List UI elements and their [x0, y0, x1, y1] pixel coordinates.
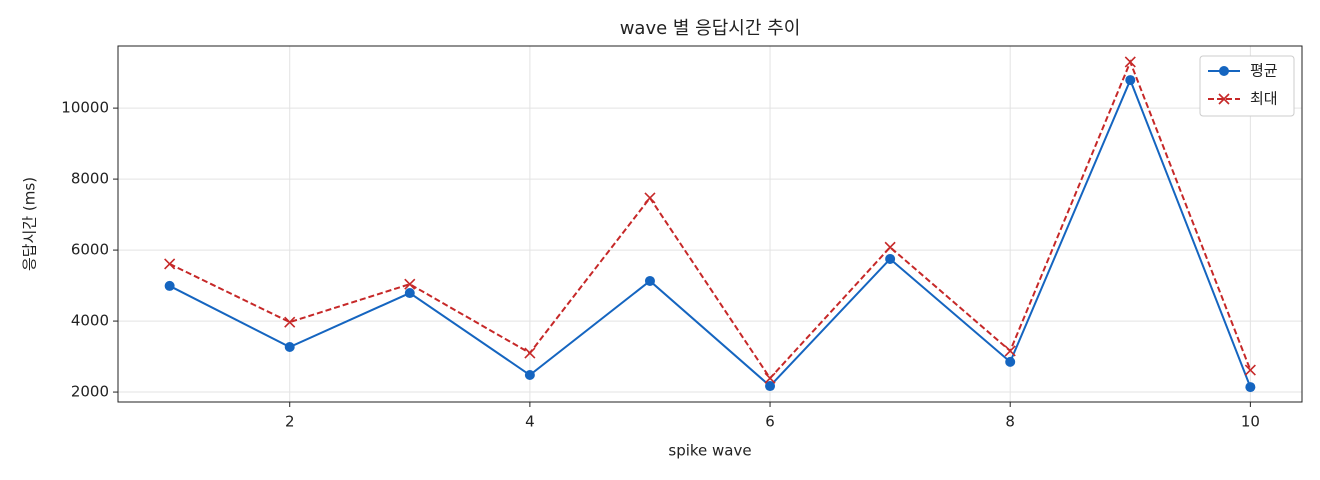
- marker: [164, 280, 175, 291]
- marker: [765, 381, 776, 392]
- marker: [524, 370, 535, 381]
- legend-label: 최대: [1250, 90, 1278, 108]
- y-tick-label: 6000: [71, 241, 109, 259]
- series-line: [169, 59, 1252, 380]
- y-tick-label: 2000: [71, 383, 109, 401]
- marker: [284, 316, 296, 328]
- marker: [1124, 56, 1136, 68]
- y-axis-label: 응답시간 (ms): [21, 177, 39, 271]
- x-tick-label: 4: [525, 413, 535, 431]
- marker: [1125, 75, 1136, 86]
- marker: [404, 288, 415, 299]
- marker: [164, 258, 176, 270]
- marker: [1245, 382, 1256, 393]
- marker: [404, 278, 416, 290]
- legend-marker: [1218, 93, 1230, 105]
- series-line: [169, 77, 1252, 388]
- marker: [644, 275, 655, 286]
- x-tick-label: 8: [1005, 413, 1015, 431]
- marker: [1005, 356, 1016, 367]
- y-tick-label: 8000: [71, 170, 109, 188]
- chart-title: wave 별 응답시간 추이: [620, 18, 801, 39]
- marker: [884, 241, 896, 253]
- legend-label: 평균: [1250, 62, 1278, 80]
- marker: [885, 253, 896, 264]
- marker: [1244, 364, 1256, 376]
- marker: [1004, 345, 1016, 357]
- y-tick-label: 4000: [71, 312, 109, 330]
- marker: [284, 341, 295, 352]
- marker: [764, 372, 776, 384]
- x-tick-label: 6: [765, 413, 775, 431]
- legend-box: [1199, 55, 1295, 117]
- legend-marker: [1219, 66, 1229, 76]
- marker: [524, 347, 536, 359]
- marker: [644, 192, 656, 204]
- plot-frame: [117, 45, 1303, 403]
- x-tick-label: 2: [285, 413, 295, 431]
- x-axis-label: spike wave: [668, 442, 751, 460]
- y-tick-label: 10000: [61, 99, 109, 117]
- x-tick-label: 10: [1241, 413, 1260, 431]
